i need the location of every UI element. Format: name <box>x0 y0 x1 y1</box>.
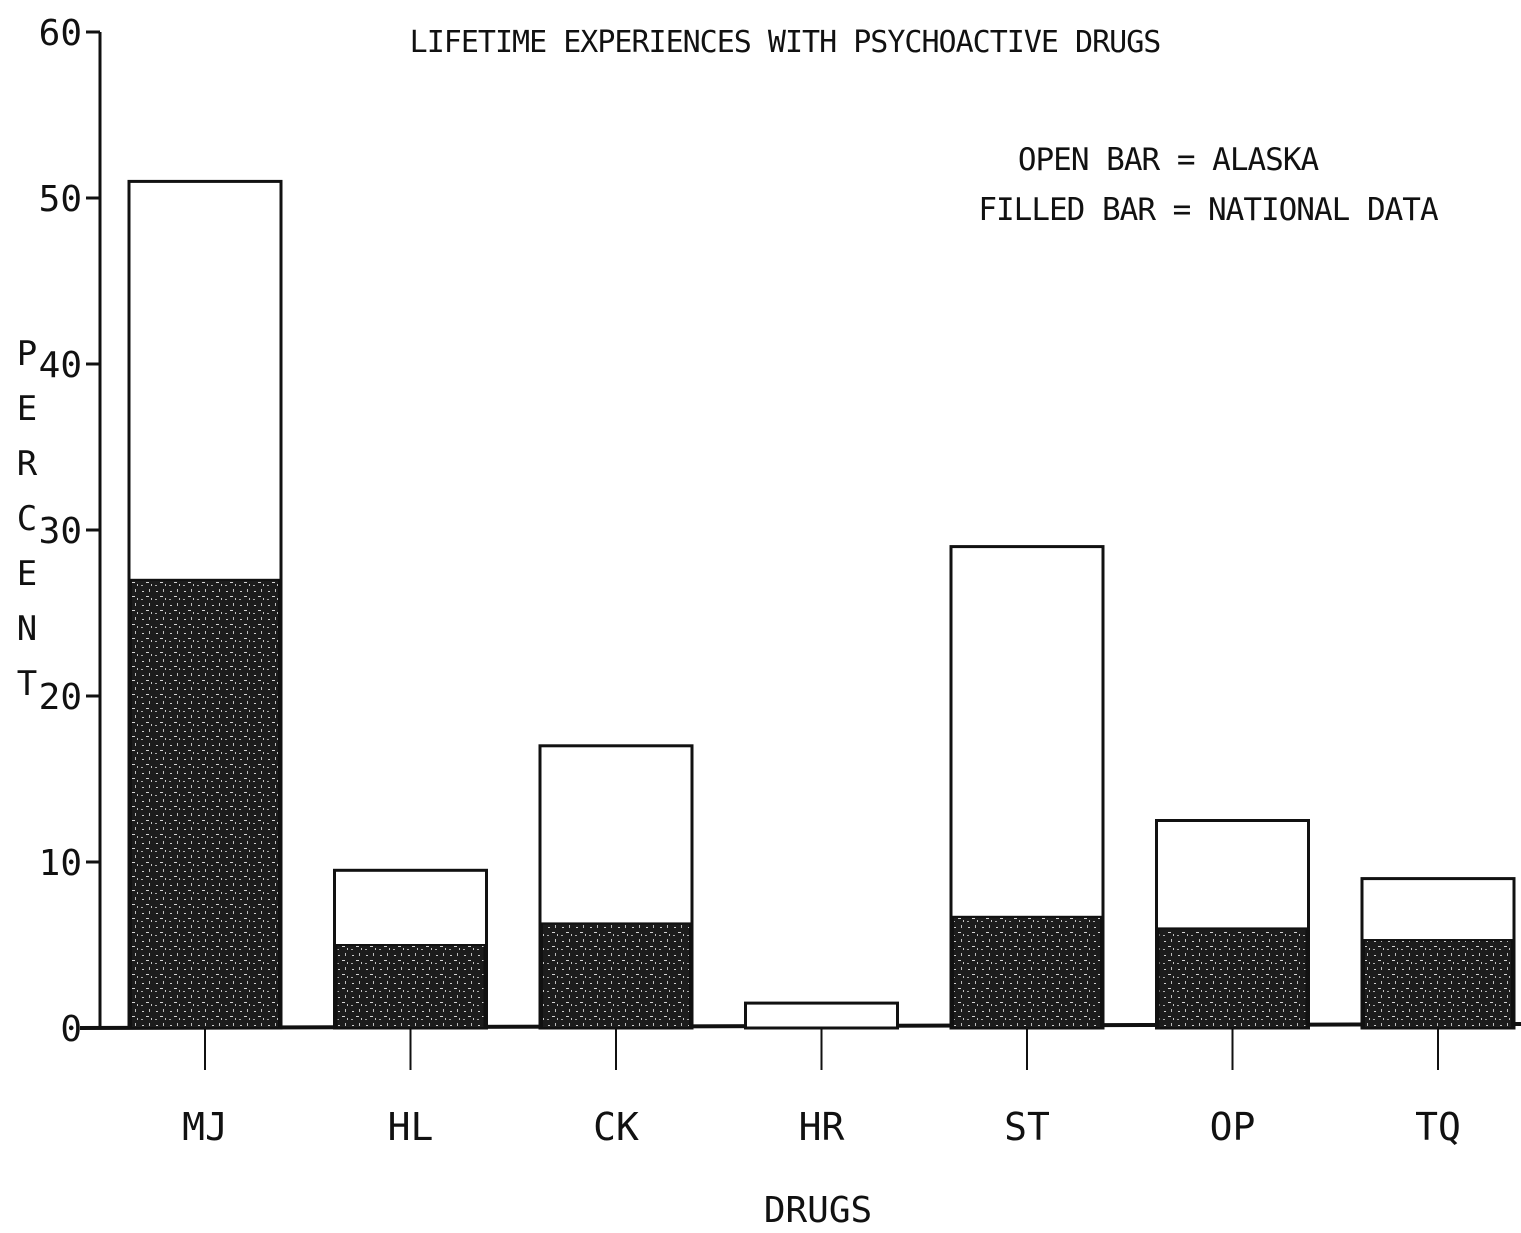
x-axis-ticks: MJ HL CK HR ST OP TQ <box>182 1028 1461 1149</box>
y-axis-ticks: 0 10 20 30 40 50 60 <box>39 13 100 1050</box>
y-tick-label-0: 0 <box>60 1009 82 1050</box>
category-label-hl: HL <box>388 1105 434 1149</box>
y-tick-label-20: 20 <box>39 677 82 718</box>
category-label-ck: CK <box>593 1105 639 1149</box>
bar-national-hl <box>335 944 486 1029</box>
bar-national-tq <box>1363 939 1513 1030</box>
x-axis-label: DRUGS <box>764 1190 872 1231</box>
bar-national-mj <box>130 578 280 1029</box>
bar-national-ck <box>541 922 691 1029</box>
category-label-tq: TQ <box>1415 1105 1461 1149</box>
bar-alaska-hr <box>744 1001 899 1030</box>
y-tick-label-50: 50 <box>39 179 82 220</box>
category-label-hr: HR <box>799 1105 845 1149</box>
chart-title: LIFETIME EXPERIENCES WITH PSYCHOACTIVE D… <box>410 25 1161 60</box>
y-tick-label-30: 30 <box>39 511 82 552</box>
legend-open: OPEN BAR = ALASKA <box>1018 142 1320 178</box>
bars <box>127 179 1516 1030</box>
category-label-op: OP <box>1210 1105 1256 1149</box>
category-label-st: ST <box>1004 1105 1050 1149</box>
bar-national-st <box>952 915 1102 1030</box>
y-tick-label-40: 40 <box>39 345 82 386</box>
legend-filled: FILLED BAR = NATIONAL DATA <box>978 192 1439 228</box>
bar-national-op <box>1157 927 1308 1030</box>
y-tick-label-60: 60 <box>39 13 82 54</box>
y-tick-label-10: 10 <box>39 843 82 884</box>
category-label-mj: MJ <box>182 1105 228 1149</box>
